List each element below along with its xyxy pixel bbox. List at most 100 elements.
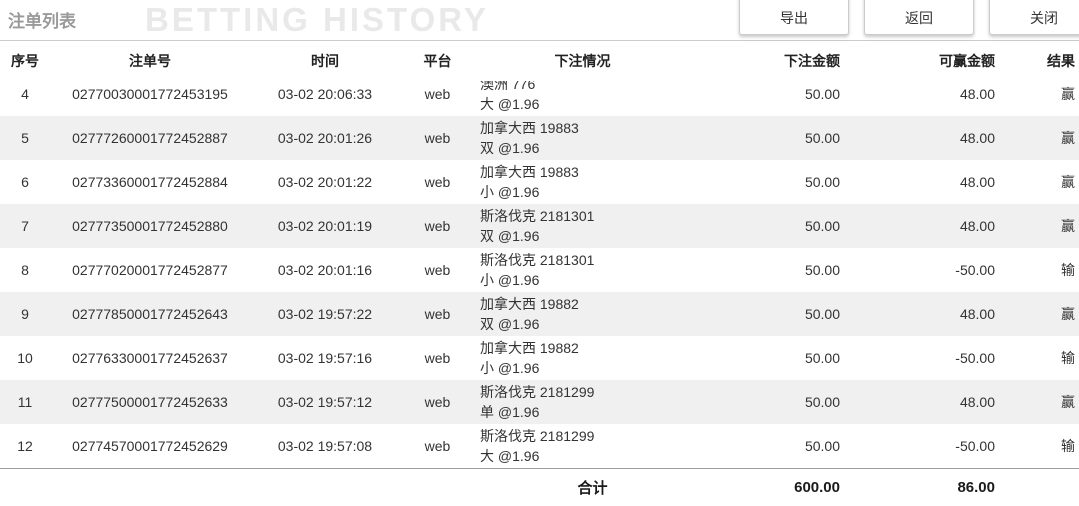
cell-platform: web xyxy=(424,306,451,322)
table-row: 6 02773360001772452884 03-02 20:01:22 web 加拿… xyxy=(0,160,1079,204)
close-button[interactable]: 关闭 xyxy=(989,0,1079,35)
detail-game-line: 斯洛伐克 2181301 xyxy=(480,208,595,224)
detail-game-line: 斯洛伐克 2181299 xyxy=(480,384,595,400)
total-win: 86.00 xyxy=(957,479,995,496)
cell-amount: 50.00 xyxy=(804,218,840,234)
back-button[interactable]: 返回 xyxy=(864,0,974,35)
cell-result: 赢 xyxy=(1061,130,1075,146)
cell-result: 输 xyxy=(1061,262,1075,278)
table-row: 10 02776330001772452637 03-02 19:57:16 web 加… xyxy=(0,336,1079,380)
cell-bet-id: 02773360001772452884 xyxy=(72,174,228,190)
cell-result: 赢 xyxy=(1061,86,1075,102)
column-header-time: 时间 xyxy=(311,53,339,69)
table-row: 12 02774570001772452629 03-02 19:57:08 web 斯… xyxy=(0,424,1079,468)
cell-platform: web xyxy=(424,262,451,278)
table-total-row: 合计 600.00 86.00 xyxy=(0,468,1079,506)
column-header-win: 可赢金额 xyxy=(939,53,995,69)
cell-amount: 50.00 xyxy=(804,350,840,366)
cell-seq: 11 xyxy=(17,394,33,410)
total-amount: 600.00 xyxy=(794,479,840,496)
cell-win: -50.00 xyxy=(955,262,995,278)
title-bar: BETTING HISTORY 注单列表 导出 返回 关闭 xyxy=(0,0,1079,41)
cell-bet-id: 02776330001772452637 xyxy=(72,350,228,366)
table-row: 9 02777850001772452643 03-02 19:57:22 web 加拿… xyxy=(0,292,1079,336)
cell-bet-id: 02777850001772452643 xyxy=(72,306,228,322)
cell-amount: 50.00 xyxy=(804,306,840,322)
table-row: 11 02777500001772452633 03-02 19:57:12 web 斯… xyxy=(0,380,1079,424)
detail-game-line: 加拿大西 19883 xyxy=(480,120,579,136)
cell-seq: 8 xyxy=(21,262,29,278)
table-row: 8 02777020001772452877 03-02 20:01:16 web 斯洛… xyxy=(0,248,1079,292)
cell-win: 48.00 xyxy=(959,394,995,410)
cell-amount: 50.00 xyxy=(804,262,840,278)
detail-bet-line: 大 @1.96 xyxy=(480,448,540,464)
table-row: 5 02777260001772452887 03-02 20:01:26 web 加拿… xyxy=(0,116,1079,160)
total-label: 合计 xyxy=(577,480,608,497)
cell-time: 03-02 20:06:33 xyxy=(277,86,373,102)
cell-detail: 加拿大西 19882 双 @1.96 xyxy=(475,294,690,334)
cell-detail: 斯洛伐克 2181299 单 @1.96 xyxy=(475,382,690,422)
cell-detail: 加拿大西 19883 双 @1.96 xyxy=(475,118,690,158)
cell-time: 03-02 19:57:22 xyxy=(277,306,373,322)
cell-bet-id: 02770030001772453195 xyxy=(72,86,228,102)
detail-bet-line: 小 @1.96 xyxy=(480,272,540,288)
cell-platform: web xyxy=(424,394,451,410)
table-row: 4 02770030001772453195 03-02 20:06:33 web 澳洲… xyxy=(0,81,1079,116)
cell-amount: 50.00 xyxy=(804,174,840,190)
detail-game-line: 斯洛伐克 2181299 xyxy=(480,428,595,444)
detail-bet-line: 单 @1.96 xyxy=(480,404,540,420)
cell-win: 48.00 xyxy=(959,306,995,322)
column-header-detail: 下注情况 xyxy=(554,53,611,69)
cell-seq: 10 xyxy=(17,350,33,366)
cell-detail: 加拿大西 19883 小 @1.96 xyxy=(475,162,690,202)
cell-result: 输 xyxy=(1061,438,1075,454)
cell-result: 赢 xyxy=(1061,306,1075,322)
detail-bet-line: 双 @1.96 xyxy=(480,140,540,156)
cell-result: 赢 xyxy=(1061,174,1075,190)
detail-game-line: 澳洲 776 xyxy=(480,81,536,92)
detail-game-line: 加拿大西 19882 xyxy=(480,340,579,356)
cell-time: 03-02 20:01:19 xyxy=(277,218,373,234)
cell-result: 输 xyxy=(1061,350,1075,366)
watermark-text: BETTING HISTORY xyxy=(145,1,489,38)
cell-time: 03-02 20:01:26 xyxy=(277,130,373,146)
detail-bet-line: 双 @1.96 xyxy=(480,228,540,244)
column-header-amount: 下注金额 xyxy=(784,53,840,69)
table-body[interactable]: 4 02770030001772453195 03-02 20:06:33 web 澳洲… xyxy=(0,81,1079,468)
cell-bet-id: 02774570001772452629 xyxy=(72,438,228,454)
column-header-bet-id: 注单号 xyxy=(129,53,171,69)
cell-win: 48.00 xyxy=(959,130,995,146)
detail-bet-line: 小 @1.96 xyxy=(480,360,540,376)
cell-bet-id: 02777020001772452877 xyxy=(72,262,228,278)
table-row: 7 02777350001772452880 03-02 20:01:19 web 斯洛… xyxy=(0,204,1079,248)
cell-time: 03-02 19:57:12 xyxy=(277,394,373,410)
detail-game-line: 斯洛伐克 2181301 xyxy=(480,252,595,268)
cell-detail: 澳洲 776 大 @1.96 xyxy=(475,81,690,114)
cell-seq: 9 xyxy=(21,306,29,322)
cell-seq: 6 xyxy=(21,174,29,190)
column-header-platform: 平台 xyxy=(423,53,452,69)
cell-seq: 12 xyxy=(17,438,33,454)
cell-win: -50.00 xyxy=(955,350,995,366)
export-button[interactable]: 导出 xyxy=(739,0,849,35)
cell-time: 03-02 20:01:22 xyxy=(277,174,373,190)
cell-platform: web xyxy=(424,174,451,190)
cell-amount: 50.00 xyxy=(804,86,840,102)
cell-detail: 斯洛伐克 2181301 小 @1.96 xyxy=(475,250,690,290)
column-header-seq: 序号 xyxy=(11,53,39,69)
cell-amount: 50.00 xyxy=(804,438,840,454)
cell-platform: web xyxy=(424,438,451,454)
cell-bet-id: 02777260001772452887 xyxy=(72,130,228,146)
cell-win: 48.00 xyxy=(959,86,995,102)
detail-bet-line: 小 @1.96 xyxy=(480,184,540,200)
cell-platform: web xyxy=(424,350,451,366)
cell-win: -50.00 xyxy=(955,438,995,454)
cell-detail: 斯洛伐克 2181301 双 @1.96 xyxy=(475,206,690,246)
column-header-result: 结果 xyxy=(1047,53,1075,69)
table-body-inner: 4 02770030001772453195 03-02 20:06:33 web 澳洲… xyxy=(0,81,1079,468)
cell-bet-id: 02777350001772452880 xyxy=(72,218,228,234)
cell-platform: web xyxy=(424,218,451,234)
cell-platform: web xyxy=(424,130,451,146)
cell-win: 48.00 xyxy=(959,174,995,190)
